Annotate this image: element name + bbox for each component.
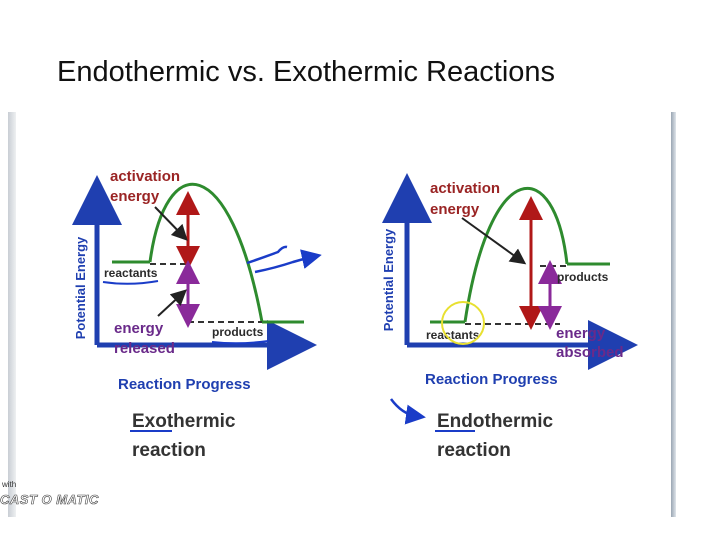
exo-x-axis-label: Reaction Progress xyxy=(118,376,251,393)
endo-products-label: products xyxy=(557,270,609,284)
endo-energy-label-2: absorbed xyxy=(556,344,624,361)
exo-y-axis-label: Potential Energy xyxy=(73,236,88,339)
exo-activation-pointer xyxy=(154,206,188,241)
exo-caption-2: reaction xyxy=(132,440,206,461)
endo-y-axis-label: Potential Energy xyxy=(381,228,396,331)
endo-caption-1: Endothermic xyxy=(437,411,554,432)
endo-energy-curve xyxy=(463,187,569,323)
endo-highlight-circle xyxy=(441,301,485,345)
exo-energy-pointer xyxy=(157,289,187,317)
endo-energy-label-1: energy xyxy=(556,325,606,342)
exo-products-label: products xyxy=(212,325,264,339)
endothermic-diagram: Potential Energy Reaction Progress activ… xyxy=(381,173,638,461)
exo-products-underline xyxy=(211,340,269,345)
slide-title: Endothermic vs. Exothermic Reactions xyxy=(57,56,556,88)
exo-energy-curve xyxy=(148,183,264,323)
endo-activation-pointer xyxy=(461,217,527,265)
exo-caption-1: Exothermic xyxy=(132,411,236,432)
endo-activation-label-2: energy xyxy=(430,201,480,218)
ink-arrow-to-endo xyxy=(389,398,426,425)
exo-reactants-label: reactants xyxy=(104,266,158,280)
exo-activation-label-1: activation xyxy=(110,168,180,185)
video-scrollbar[interactable] xyxy=(671,112,676,517)
exo-energy-label-2: released xyxy=(114,340,175,357)
ink-annotations xyxy=(246,245,426,425)
exo-activation-label-2: energy xyxy=(110,188,160,205)
exothermic-diagram: Potential Energy Reaction Progress activ… xyxy=(72,168,317,461)
screencast-watermark: with CAST O MATIC xyxy=(0,470,110,516)
video-left-edge xyxy=(8,112,16,517)
endo-caption-2: reaction xyxy=(437,440,511,461)
endo-x-axis-label: Reaction Progress xyxy=(425,371,558,388)
watermark-small-text: with xyxy=(2,480,17,489)
exo-reactants-underline xyxy=(102,280,159,285)
exo-energy-label-1: energy xyxy=(114,320,164,337)
ink-squiggle-2 xyxy=(254,249,322,274)
endo-reactants-label: reactants xyxy=(426,328,480,342)
endo-activation-label-1: activation xyxy=(430,180,500,197)
ink-squiggle-1 xyxy=(246,245,288,265)
watermark-brand: CAST O MATIC xyxy=(0,492,99,508)
